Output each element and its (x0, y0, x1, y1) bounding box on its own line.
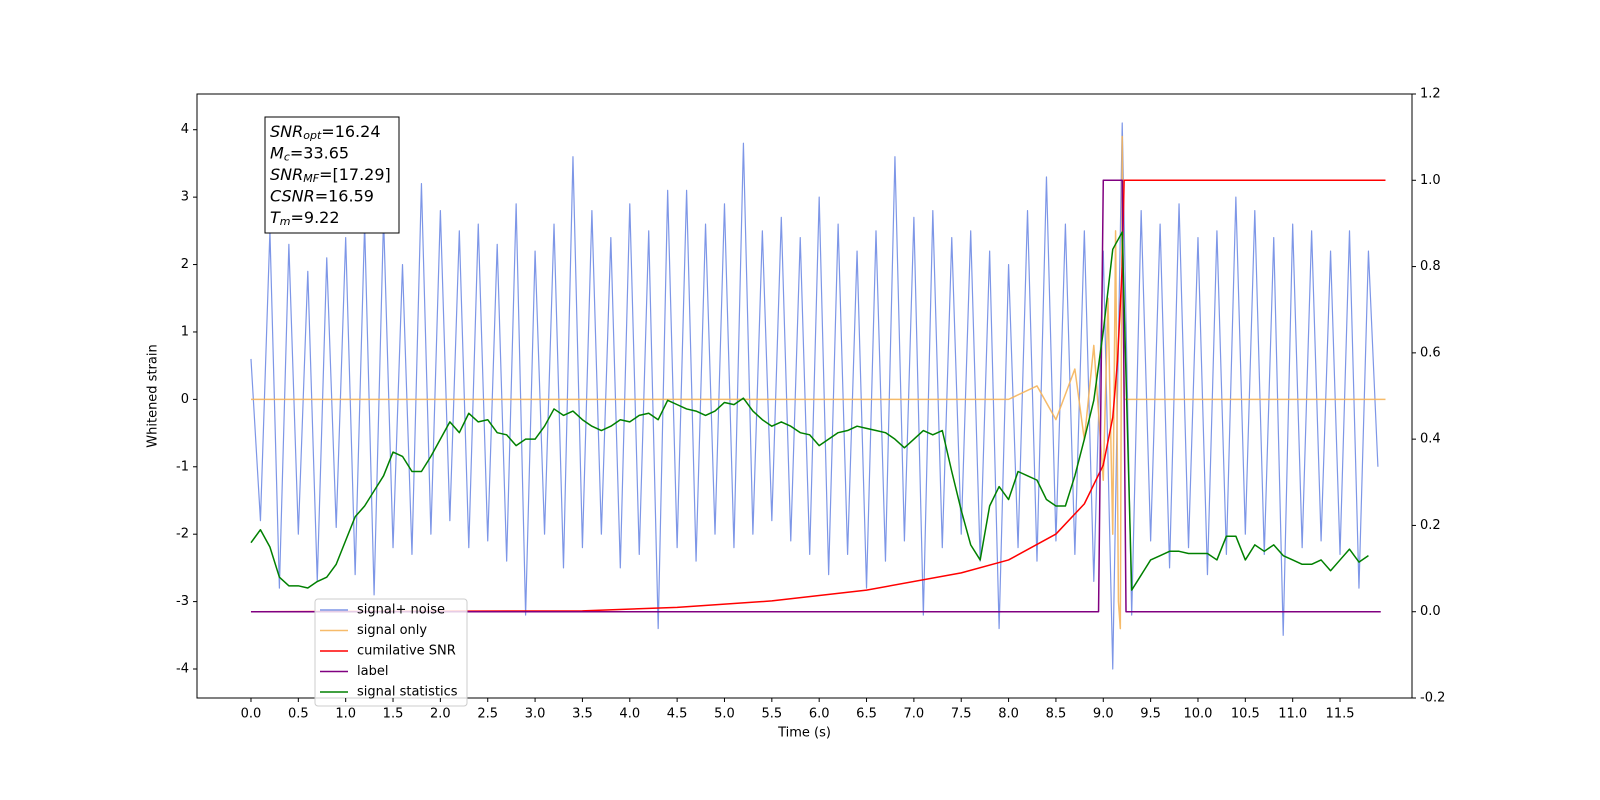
annotation-symbol: SNR (270, 122, 303, 141)
series-line (250, 135, 1386, 630)
x-tick-label: 1.5 (383, 707, 404, 722)
legend-frame (314, 598, 468, 707)
annotation-symbol: T (270, 208, 281, 227)
annotation-subscript: c (284, 151, 290, 164)
x-tick-label: 0.5 (288, 707, 309, 722)
x-tick-label: 8.5 (1046, 707, 1067, 722)
y-tick-label: 2 (181, 257, 189, 272)
annotation-frame (264, 116, 400, 234)
legend: signal+ noise signal only cumilative SNR la… (314, 598, 468, 707)
x-tick-label: 3.5 (572, 707, 593, 722)
y2-tick-label: 0.4 (1420, 432, 1441, 447)
y2-tick-label: 0.0 (1420, 604, 1441, 619)
annotation-text: =16.59 (315, 186, 374, 205)
y2-tick-label: 0.8 (1420, 259, 1441, 274)
y-tick-label: -2 (176, 527, 189, 542)
legend-label: cumilative SNR (357, 644, 456, 659)
x-tick-label: 9.0 (1093, 707, 1114, 722)
y-tick-label: 0 (181, 392, 189, 407)
annotation-symbol: M (270, 143, 284, 162)
series-line (250, 231, 1369, 591)
series-line (250, 179, 1381, 613)
annotation-box: SNRopt=16.24Mc=33.65SNRMF=[17.29]CSNR=16… (264, 116, 400, 234)
annotation: SNRMF=[17.29] (270, 165, 391, 186)
x-tick-label: 5.0 (714, 707, 735, 722)
x-axis-label: Time (s) (777, 726, 831, 741)
x-tick-label: 10.5 (1231, 707, 1260, 722)
y2-tick-label: 1.0 (1420, 173, 1441, 188)
y-tick-label: -4 (176, 662, 189, 677)
y2-tick-label: 1.2 (1420, 87, 1441, 102)
x-tick-label: 7.0 (904, 707, 925, 722)
plot-area (250, 122, 1386, 670)
x-tick-label: 2.0 (430, 707, 451, 722)
annotation-text: =16.24 (321, 122, 380, 141)
x-tick-label: 5.5 (761, 707, 782, 722)
annotation: SNRopt=16.24 (270, 122, 381, 143)
x-tick-label: 3.0 (525, 707, 546, 722)
x-tick-label: 4.5 (667, 707, 688, 722)
y2-tick-label: 0.6 (1420, 345, 1441, 360)
y-tick-label: -1 (176, 459, 189, 474)
legend-label: signal+ noise (357, 603, 445, 618)
x-tick-label: 9.5 (1140, 707, 1161, 722)
legend-label: signal only (357, 623, 427, 638)
series-line (250, 122, 1379, 670)
y-tick-label: -3 (176, 594, 189, 609)
annotation-symbol: SNR (270, 165, 303, 184)
annotation: Mc=33.65 (270, 143, 349, 164)
series-line (250, 179, 1386, 613)
legend-label: label (357, 664, 388, 679)
x-tick-label: 10.0 (1184, 707, 1213, 722)
y2-tick-label: 0.2 (1420, 518, 1441, 533)
annotation-text: =9.22 (291, 208, 340, 227)
x-tick-label: 7.5 (951, 707, 972, 722)
annotation-symbol: CSNR (270, 186, 315, 205)
x-tick-label: 11.0 (1278, 707, 1307, 722)
annotation: Tm=9.22 (270, 208, 340, 229)
y-tick-label: 1 (181, 324, 189, 339)
x-tick-label: 11.5 (1326, 707, 1355, 722)
y2-tick-label: -0.2 (1420, 691, 1445, 706)
y-tick-label: 4 (181, 122, 189, 137)
axes-frame (196, 93, 1413, 699)
y-tick-label: 3 (181, 190, 189, 205)
x-tick-label: 8.0 (998, 707, 1019, 722)
x-tick-label: 4.0 (619, 707, 640, 722)
legend-label: signal statistics (357, 685, 458, 700)
annotation-subscript: opt (303, 129, 322, 142)
x-tick-label: 6.0 (809, 707, 830, 722)
x-tick-label: 6.5 (856, 707, 877, 722)
y-axis-label: Whitened strain (146, 344, 161, 447)
annotation-text: =33.65 (290, 143, 349, 162)
x-tick-label: 0.0 (241, 707, 262, 722)
annotation-subscript: MF (303, 172, 319, 185)
annotation-text: =[17.29] (319, 165, 391, 184)
annotation: CSNR=16.59 (270, 186, 374, 205)
annotation-subscript: m (280, 215, 291, 228)
x-tick-label: 1.0 (335, 707, 356, 722)
x-tick-label: 2.5 (477, 707, 498, 722)
